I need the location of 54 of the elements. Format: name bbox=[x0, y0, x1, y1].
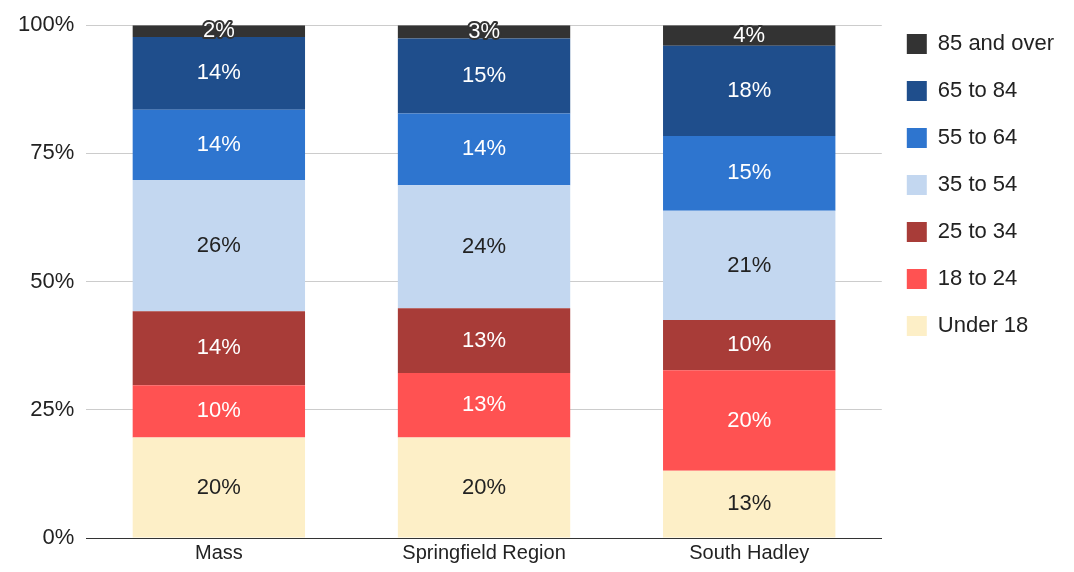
data-label: 15% bbox=[727, 159, 772, 185]
data-label: 10% bbox=[727, 331, 772, 357]
bar bbox=[397, 185, 571, 309]
legend-label: 18 to 24 bbox=[937, 265, 1018, 291]
bar bbox=[132, 311, 306, 386]
bar bbox=[663, 210, 836, 321]
bar bbox=[132, 109, 306, 181]
bar bbox=[397, 113, 571, 186]
bar bbox=[397, 38, 571, 114]
data-label: 14% bbox=[196, 59, 241, 85]
data-label: 18% bbox=[727, 76, 772, 102]
data-label: 24% bbox=[462, 232, 507, 258]
bar bbox=[132, 437, 306, 538]
data-label: 14% bbox=[196, 131, 241, 156]
y-tick-label: 0% bbox=[42, 524, 75, 550]
bar bbox=[663, 320, 836, 371]
legend-label: 85 and over bbox=[937, 30, 1054, 56]
data-label: 3% bbox=[468, 17, 500, 43]
bar bbox=[132, 36, 306, 110]
x-tick-label: Springfield Region bbox=[402, 540, 566, 563]
data-label: 10% bbox=[196, 397, 241, 423]
bar bbox=[663, 135, 836, 211]
data-label: 21% bbox=[727, 251, 772, 277]
bar bbox=[132, 180, 306, 312]
y-tick-label: 50% bbox=[30, 267, 75, 293]
data-label: 20% bbox=[196, 473, 241, 499]
bar bbox=[132, 385, 306, 438]
data-label: 20% bbox=[727, 406, 772, 432]
x-tick-label: South Hadley bbox=[689, 540, 810, 563]
data-label: 20% bbox=[462, 473, 507, 499]
bar bbox=[397, 437, 571, 538]
bar bbox=[663, 470, 836, 538]
y-tick-label: 75% bbox=[30, 139, 75, 165]
bar bbox=[397, 372, 571, 438]
data-label: 4% bbox=[733, 21, 766, 47]
data-label: 14% bbox=[196, 334, 241, 360]
legend-label: 35 to 54 bbox=[937, 171, 1018, 197]
bar bbox=[663, 45, 836, 136]
y-tick-label: 100% bbox=[17, 11, 75, 37]
bar bbox=[663, 370, 836, 471]
data-label: 13% bbox=[727, 490, 772, 516]
data-label: 15% bbox=[462, 62, 507, 88]
x-tick-label: Mass bbox=[194, 540, 243, 563]
data-label: 26% bbox=[196, 231, 241, 257]
data-label: 13% bbox=[462, 391, 507, 417]
data-label: 13% bbox=[462, 326, 507, 352]
data-label: 14% bbox=[462, 135, 507, 161]
bar bbox=[397, 308, 571, 373]
legend-label: 55 to 64 bbox=[937, 124, 1018, 150]
legend-label: 25 to 34 bbox=[937, 218, 1018, 244]
data-label: 2% bbox=[202, 17, 235, 43]
legend-label: 65 to 84 bbox=[937, 77, 1018, 103]
y-tick-label: 25% bbox=[30, 395, 75, 421]
legend-label: Under 18 bbox=[937, 312, 1029, 338]
